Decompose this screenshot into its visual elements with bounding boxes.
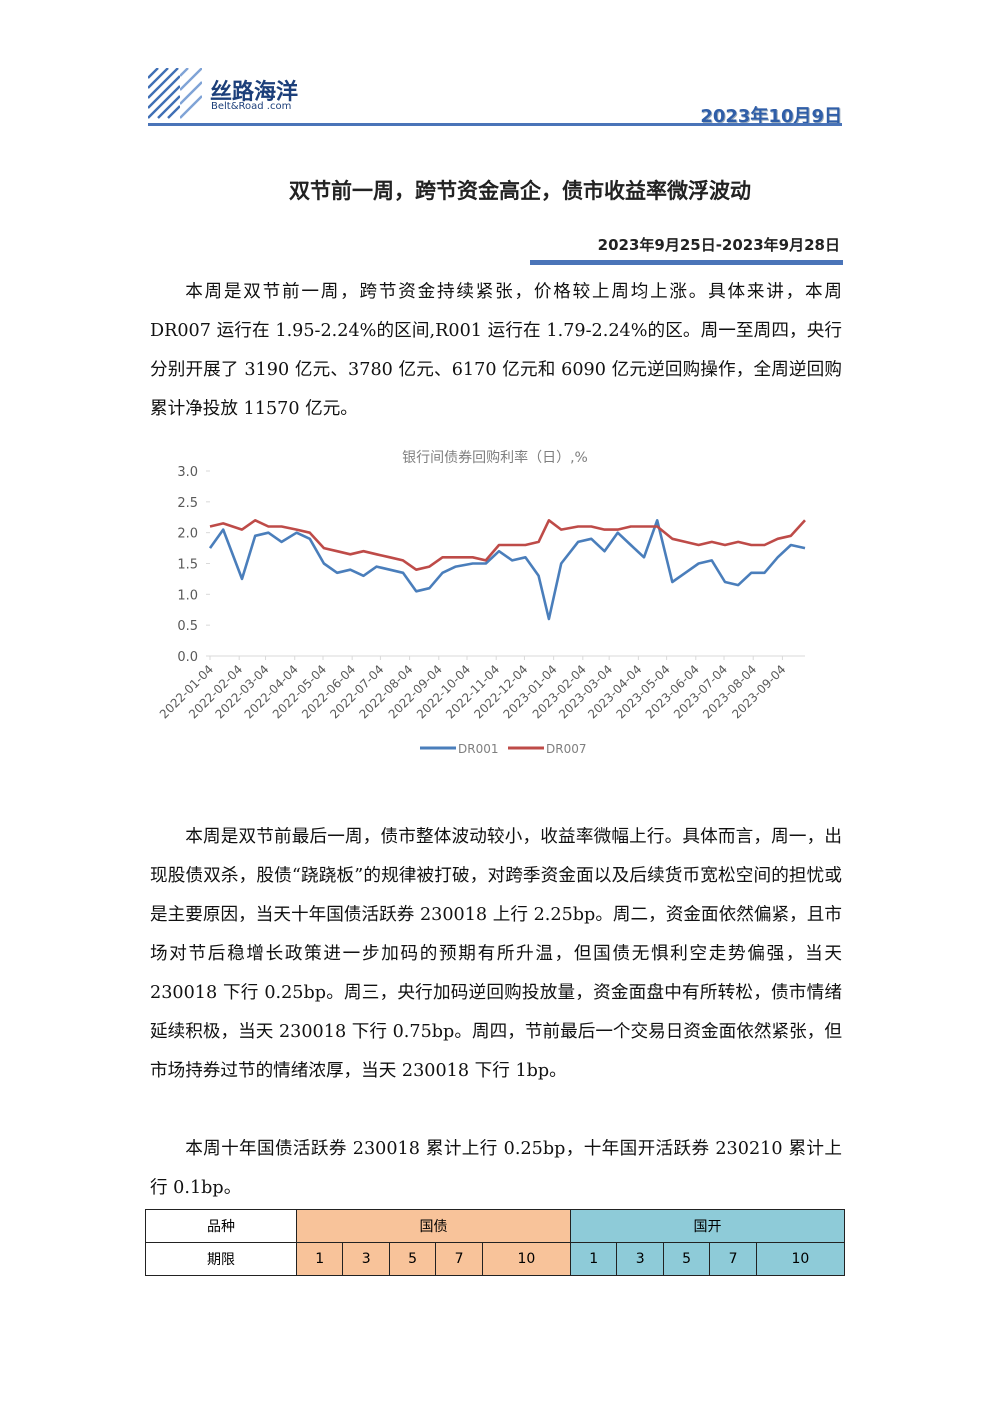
logo-text: 丝路海洋 xyxy=(210,80,299,105)
y-tick-label: 3.0 xyxy=(177,465,198,480)
table-cell: 3 xyxy=(342,1242,390,1276)
table-cell: 10 xyxy=(755,1242,846,1276)
period-rule xyxy=(530,260,843,265)
table-cell: 5 xyxy=(662,1242,711,1276)
data-table: 品种 国债 国开 期限 1 3 5 7 10 1 3 5 7 10 xyxy=(145,1209,846,1276)
doc-title: 双节前一周，跨节资金高企，债市收益率微浮波动 xyxy=(289,179,751,203)
logo-icon xyxy=(148,68,180,119)
table-cell: 7 xyxy=(435,1242,483,1276)
period: 2023年9月25日-2023年9月28日 xyxy=(597,236,840,254)
line-series xyxy=(209,519,806,571)
table-cell: 10 xyxy=(481,1242,571,1276)
y-tick-label: 2.5 xyxy=(177,496,198,511)
table-cell: 期限 xyxy=(145,1242,297,1276)
legend-label: DR001 xyxy=(458,742,498,756)
y-tick-label: 1.0 xyxy=(177,588,198,603)
table-cell: 国债 xyxy=(296,1209,571,1243)
y-tick-label: 0.0 xyxy=(177,650,198,665)
paragraph: 本周十年国债活跃券 230018 累计上行 0.25bp，十年国开活跃券 230… xyxy=(150,1139,842,1198)
paragraph: 本周是双节前一周，跨节资金持续紧张，价格较上周均上涨。具体来讲，本周 DR007… xyxy=(150,282,842,419)
paragraph: 本周是双节前最后一周，债市整体波动较小，收益率微幅上行。具体而言，周一，出现股债… xyxy=(150,827,842,1081)
table-cell: 国开 xyxy=(569,1209,846,1243)
logo-icon-2 xyxy=(180,68,202,119)
table-cell: 7 xyxy=(709,1242,757,1276)
y-tick-label: 0.5 xyxy=(177,619,198,634)
table-cell: 1 xyxy=(295,1242,344,1276)
table-cell: 3 xyxy=(616,1242,664,1276)
header-date: 2023年10月9日 xyxy=(700,106,842,127)
legend-label: DR007 xyxy=(546,742,586,756)
logo-subtext: Belt&Road .com xyxy=(211,101,292,112)
table-cell: 1 xyxy=(569,1242,618,1276)
chart-title: 银行间债券回购利率（日）,% xyxy=(402,449,588,466)
y-tick-label: 2.0 xyxy=(177,527,198,542)
line-series xyxy=(208,519,806,621)
table-cell: 5 xyxy=(388,1242,437,1276)
y-tick-label: 1.5 xyxy=(177,558,198,573)
table-cell: 品种 xyxy=(145,1209,297,1243)
header-rule xyxy=(148,123,842,126)
chart: 银行间债券回购利率（日）,% 0.00.51.01.52.02.53.02022… xyxy=(157,449,806,756)
